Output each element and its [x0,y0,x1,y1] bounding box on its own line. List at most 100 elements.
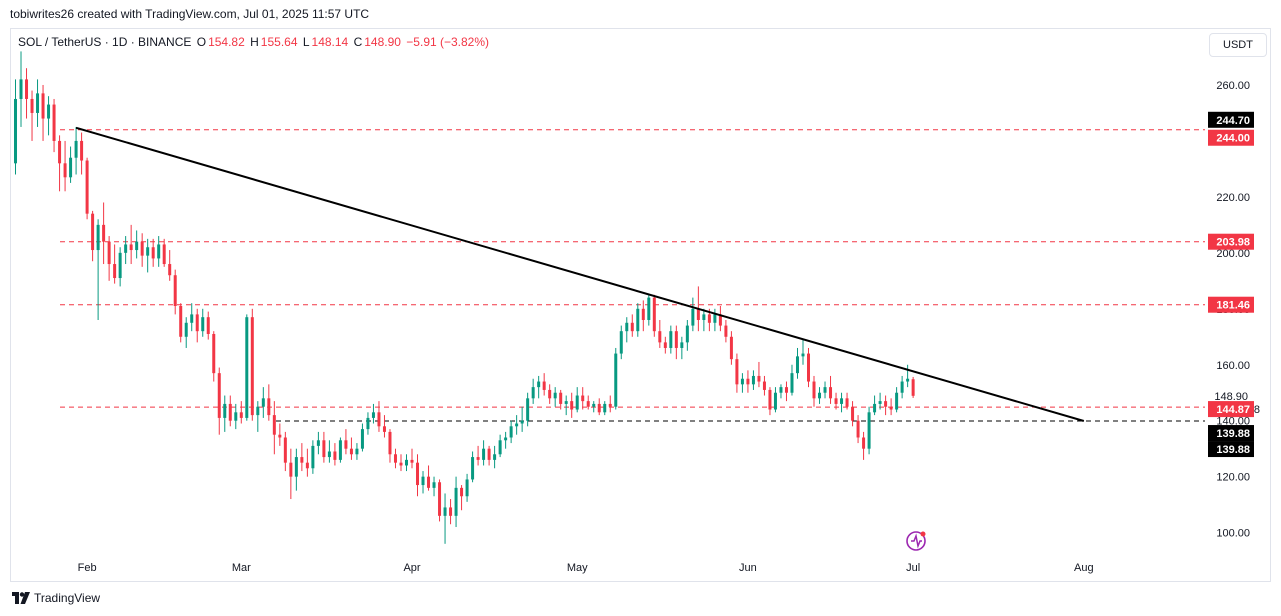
candle [195,308,199,343]
price-tag-label: 139.88 [1216,444,1250,456]
candle [393,448,397,469]
candle [537,375,541,399]
candle-body [272,415,276,435]
price-tag-bg [1208,111,1254,128]
candle-body [333,451,337,460]
candle-body [498,440,502,455]
candle-body [729,336,733,360]
candle [757,361,761,388]
candle [179,303,183,343]
candle [548,384,552,404]
candle [382,415,386,438]
candle-body [559,392,563,404]
candle-body [818,392,822,399]
candle [482,440,486,466]
candle [862,431,866,460]
candle [355,443,359,460]
candle [190,303,194,332]
candle-body [316,440,320,446]
candle [592,401,596,413]
trendline [75,126,1085,422]
activity-icon[interactable] [906,531,926,551]
candle-body [834,398,838,404]
candle-body [146,247,150,256]
candle-body [597,403,601,413]
candle [410,448,414,469]
candle [129,224,133,265]
candle [713,308,717,332]
candle [168,250,172,281]
candle-body [234,412,238,421]
candle [228,395,232,427]
candle [465,473,469,502]
candle [151,238,155,267]
candle [239,401,243,424]
candle [344,429,348,455]
candle-body [663,342,667,348]
candle-body [377,412,381,427]
candle-body [691,308,695,326]
candle [140,233,144,267]
candle-body [184,322,188,337]
candle [223,395,227,432]
candle-body [278,434,282,438]
candle-body [542,381,546,390]
x-tick-label: Aug [1074,562,1094,574]
candle [663,336,667,354]
candle [261,387,265,418]
candle [674,325,678,360]
candle [234,403,238,430]
candle [338,437,342,463]
tradingview-logo-icon [12,592,30,604]
candle [377,401,381,432]
candle-body [91,213,95,251]
candle [647,294,651,326]
candle [630,314,634,337]
candle [867,406,871,455]
candle [498,434,502,458]
candle [41,84,45,141]
x-tick-label: Jun [739,562,757,574]
candle-body [779,387,783,393]
symbol-label[interactable]: SOL / TetherUS · 1D · BINANCE [18,35,192,49]
footer-brand[interactable]: TradingView [12,591,100,605]
candle-body [581,395,585,402]
candle-body [157,244,161,259]
candle [801,339,805,365]
candle [493,445,497,469]
candle-body [900,381,904,393]
candle [316,431,320,455]
candle-body [713,314,717,323]
candle [454,476,458,528]
currency-button[interactable]: USDT [1209,33,1267,57]
candle-body [388,431,392,455]
candle [471,451,475,483]
candle-body [168,264,172,276]
x-axis: Feb Mar Apr May Jun Jul Aug [78,562,1094,574]
candle-body [878,401,882,404]
candle [278,423,282,446]
candle-body [195,314,199,332]
candle [438,479,442,522]
candle-body [696,308,700,320]
candle [25,68,29,119]
candle-body [658,331,662,343]
candle [300,443,304,472]
candle-body [685,325,689,343]
candle [807,347,811,388]
candle [658,319,662,348]
candle [834,392,838,410]
candle-body [476,457,480,460]
candle-body [862,437,866,449]
candle [250,308,254,421]
candle-body [718,314,722,326]
candle-body [482,448,486,460]
candle [586,395,590,410]
candle [575,387,579,413]
candle-body [504,437,508,441]
price-tag-bg [1208,441,1254,458]
candle [206,311,210,340]
candle [47,96,51,136]
candle [619,325,623,360]
